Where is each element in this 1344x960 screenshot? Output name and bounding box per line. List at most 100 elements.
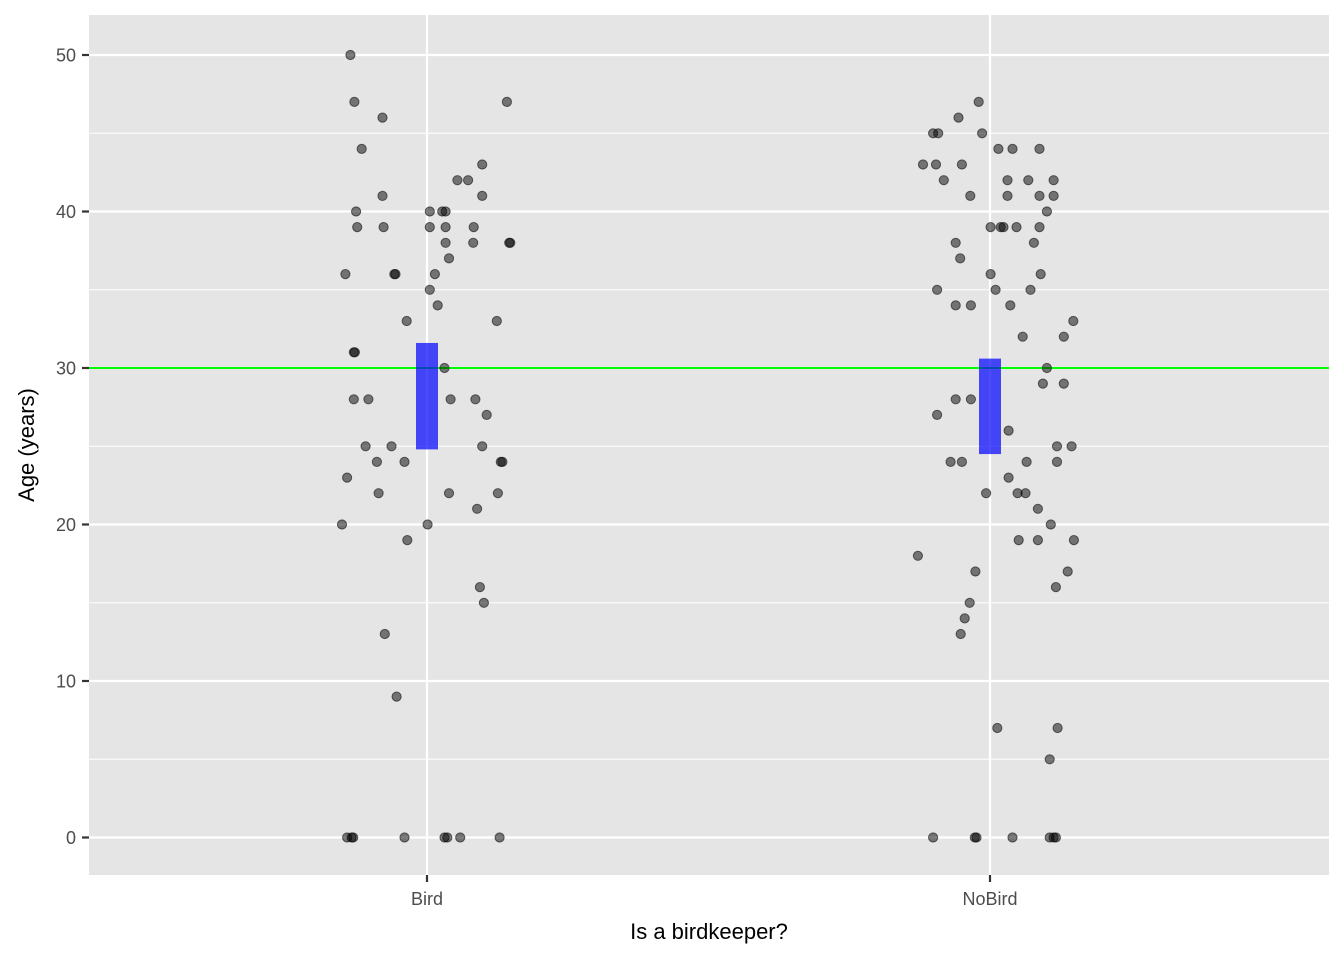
data-point (932, 284, 943, 295)
minor-gridlines (89, 132, 1329, 760)
data-point (352, 222, 363, 233)
data-point (970, 566, 981, 577)
data-point (1017, 331, 1028, 342)
data-point (439, 362, 450, 374)
data-point (477, 190, 488, 201)
data-point (363, 394, 374, 405)
mean-interval-bars (416, 342, 1001, 455)
data-point (429, 269, 440, 280)
data-point (917, 159, 929, 170)
data-point (959, 613, 970, 624)
data-point (985, 222, 996, 233)
data-point (998, 222, 1009, 233)
data-point (481, 409, 492, 420)
data-point (990, 284, 1001, 295)
data-point (953, 112, 964, 123)
plot-panel (89, 15, 1329, 875)
data-point (1005, 300, 1016, 311)
data-point (348, 832, 359, 843)
data-point (1034, 190, 1045, 201)
data-point (455, 832, 466, 843)
data-point (440, 206, 451, 217)
data-point (440, 237, 451, 248)
data-point (445, 394, 456, 405)
data-point (373, 488, 384, 499)
data-point (477, 159, 488, 170)
data-point (348, 394, 359, 405)
data-point (494, 832, 505, 843)
data-point (402, 535, 413, 546)
data-point (938, 175, 949, 186)
data-point (443, 488, 455, 499)
data-point (336, 519, 348, 530)
data-point (422, 519, 433, 530)
data-point (985, 269, 996, 280)
data-point (492, 488, 503, 499)
data-point (345, 49, 356, 61)
data-point (440, 222, 451, 233)
data-point (1058, 378, 1069, 389)
data-point (971, 832, 982, 843)
data-point (443, 253, 455, 264)
y-tick-label: 20 (56, 515, 76, 535)
data-point (964, 597, 975, 608)
data-point (442, 832, 453, 843)
data-point (1068, 315, 1079, 327)
data-point (356, 143, 367, 154)
data-point (1013, 535, 1024, 546)
interval-bar-nobird (979, 358, 1001, 455)
data-point (470, 394, 481, 405)
x-axis-title: Is a birdkeeper? (630, 919, 788, 944)
data-point (1007, 832, 1018, 843)
data-point (342, 472, 353, 483)
data-point (1044, 754, 1055, 765)
data-point (1025, 284, 1036, 295)
data-point (371, 456, 382, 467)
data-point (360, 441, 371, 452)
interval-bar-bird (416, 342, 438, 450)
data-point (928, 832, 939, 843)
data-point (390, 269, 401, 280)
data-point (977, 128, 988, 139)
y-axis-title: Age (years) (14, 388, 39, 502)
data-point (956, 159, 968, 170)
data-point (478, 597, 489, 608)
data-point (378, 222, 389, 233)
data-point (981, 488, 992, 499)
data-point (1007, 143, 1018, 154)
data-point (1003, 425, 1014, 436)
data-point (1023, 175, 1034, 186)
data-point (391, 691, 402, 702)
data-point (1011, 222, 1022, 233)
data-point (1058, 331, 1069, 342)
x-axis: Bird NoBird (411, 875, 1018, 909)
data-point (1068, 535, 1080, 546)
data-point (379, 628, 390, 640)
data-point (349, 96, 360, 108)
data-point (1035, 269, 1046, 280)
y-axis: 0 10 20 30 40 50 (56, 46, 89, 848)
data-point (501, 96, 512, 108)
data-point (1051, 441, 1063, 452)
data-point (950, 394, 961, 405)
data-point (377, 112, 388, 123)
data-point (497, 456, 508, 467)
data-point (424, 284, 435, 295)
data-point (432, 300, 443, 311)
data-point (956, 456, 968, 467)
data-point (1052, 722, 1063, 734)
data-point (973, 96, 984, 108)
data-point (1034, 143, 1045, 154)
data-point (1034, 222, 1045, 233)
data-point (468, 222, 479, 233)
data-point (463, 175, 474, 186)
data-point (932, 409, 943, 420)
data-point (945, 456, 956, 467)
data-point (351, 206, 362, 217)
data-point (912, 550, 924, 561)
data-point (1062, 566, 1073, 577)
x-tick-label: Bird (411, 889, 443, 909)
data-point (399, 456, 410, 467)
data-point (1020, 488, 1031, 499)
